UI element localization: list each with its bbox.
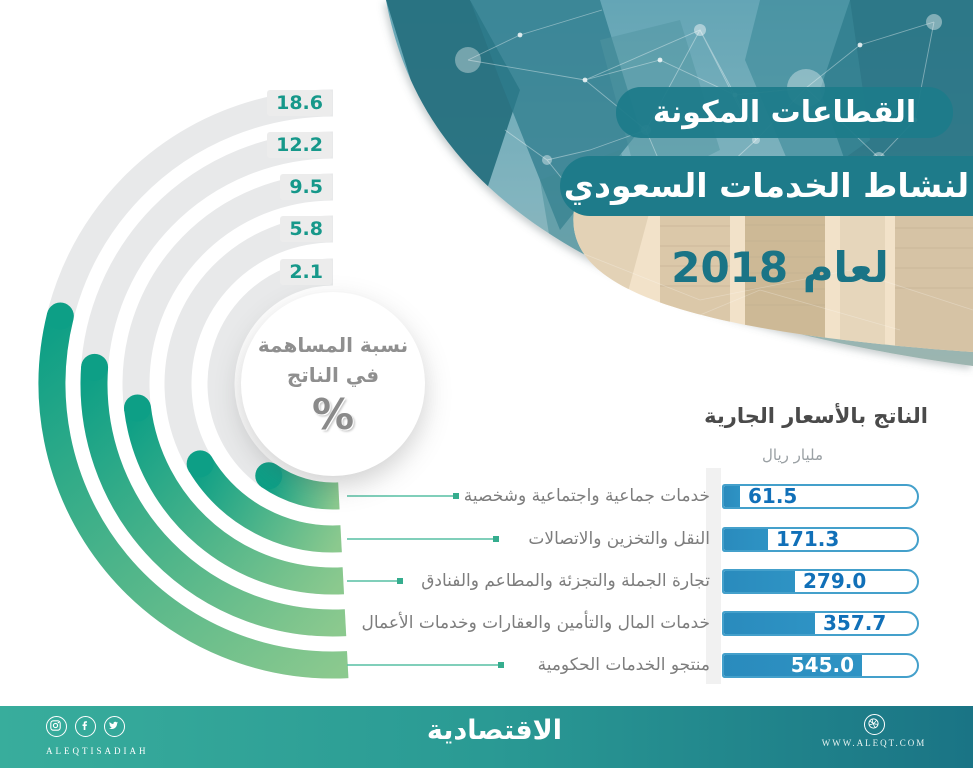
value-bar: 61.5 <box>722 484 919 509</box>
radial-value-badge: 5.8 <box>280 216 332 242</box>
value-bar-fill <box>724 486 740 507</box>
value-bar-number: 357.7 <box>823 611 887 635</box>
value-bar: 545.0 <box>722 653 919 678</box>
page-title-year: لعام 2018 <box>671 243 889 292</box>
bars-axis-strip <box>706 468 721 684</box>
value-bar-number: 171.3 <box>776 527 840 551</box>
radial-value-badge: 12.2 <box>267 132 332 158</box>
radial-arc-cap <box>255 462 283 490</box>
connector-bullet <box>498 662 504 668</box>
radial-value-badge: 9.5 <box>280 174 332 200</box>
center-label-line1: نسبة المساهمة <box>257 332 409 357</box>
bars-header-unit: مليار ريال <box>762 446 823 464</box>
bar-category-label: خدمات جماعية واجتماعية وشخصية <box>463 486 710 506</box>
value-bar-number: 61.5 <box>748 484 798 508</box>
facebook-icon[interactable] <box>75 716 97 737</box>
title-band <box>560 156 973 216</box>
website-url[interactable]: WWW.ALEQT.COM <box>821 738 927 748</box>
bar-category-label: منتجو الخدمات الحكومية <box>537 655 710 675</box>
value-bar-fill <box>724 613 815 634</box>
radial-center-label: نسبة المساهمة في الناتج % <box>241 292 425 476</box>
bar-category-label: خدمات المال والتأمين والعقارات وخدمات ال… <box>361 613 710 633</box>
connector-bullet <box>397 578 403 584</box>
instagram-icon[interactable] <box>46 716 67 737</box>
bar-category-label: النقل والتخزين والاتصالات <box>528 529 710 549</box>
radial-arc <box>188 456 342 553</box>
value-bar: 171.3 <box>722 527 919 552</box>
radial-value-badge: 2.1 <box>280 259 332 285</box>
connector-bullet <box>453 493 459 499</box>
footer-bar: ALEQTISADIAH WWW.ALEQT.COM <box>0 706 973 768</box>
radial-arc-cap <box>81 353 109 381</box>
radial-arc <box>124 406 345 595</box>
value-bar-fill <box>724 571 795 592</box>
radial-arc <box>80 366 347 637</box>
value-bar-fill <box>724 529 768 550</box>
radial-arc <box>38 312 349 679</box>
radial-arc-cap <box>123 394 151 422</box>
header-photo-blob <box>386 0 973 366</box>
connector-bullet <box>493 536 499 542</box>
twitter-icon[interactable] <box>104 716 126 737</box>
social-icons <box>46 716 166 737</box>
percent-symbol: % <box>311 389 355 439</box>
radial-arc-cap <box>46 302 74 330</box>
radial-value-badge: 18.6 <box>267 90 332 116</box>
value-bar: 279.0 <box>722 569 919 594</box>
value-bar-fill <box>724 655 862 676</box>
bar-category-label: تجارة الجملة والتجزئة والمطاعم والفنادق <box>421 571 710 591</box>
brand-arabic-logo: الاقتصادية <box>426 715 562 746</box>
value-bar: 357.7 <box>722 611 919 636</box>
page-title-line1: القطاعات المكونة <box>652 95 917 130</box>
bars-header-title: الناتج بالأسعار الجارية <box>704 404 928 428</box>
value-bar-number: 545.0 <box>790 653 854 677</box>
title-pill <box>616 87 953 138</box>
globe-icon <box>863 714 885 735</box>
center-label-line2: في الناتج <box>286 362 380 387</box>
page-title-line2: لنشاط الخدمات السعودي <box>563 166 970 205</box>
brand-latin-text: ALEQTISADIAH <box>46 746 149 756</box>
radial-arc-cap <box>186 450 214 478</box>
value-bar-number: 279.0 <box>803 569 867 593</box>
